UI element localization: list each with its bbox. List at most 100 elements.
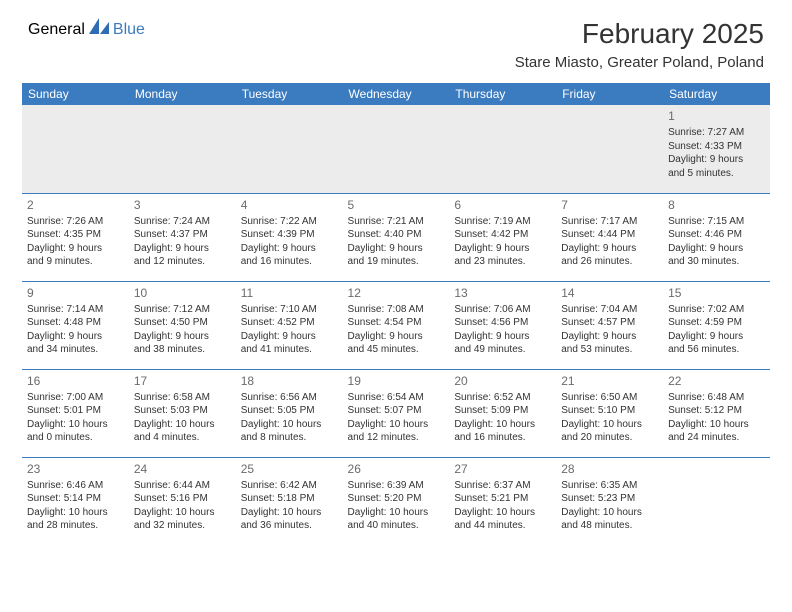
sunset-text: Sunset: 4:54 PM xyxy=(348,316,445,330)
sunrise-text: Sunrise: 7:17 AM xyxy=(561,215,658,229)
sunset-text: Sunset: 5:16 PM xyxy=(134,492,231,506)
day-number: 18 xyxy=(241,373,338,389)
daylight-text: Daylight: 10 hours xyxy=(134,506,231,520)
sunrise-text: Sunrise: 7:26 AM xyxy=(27,215,124,229)
day-number: 16 xyxy=(27,373,124,389)
daylight-text: and 16 minutes. xyxy=(241,255,338,269)
sunrise-text: Sunrise: 7:15 AM xyxy=(668,215,765,229)
brand-logo: General Blue xyxy=(28,18,145,41)
title-block: February 2025 Stare Miasto, Greater Pola… xyxy=(515,18,764,71)
sunrise-text: Sunrise: 7:08 AM xyxy=(348,303,445,317)
day-cell xyxy=(129,105,236,193)
daylight-text: and 38 minutes. xyxy=(134,343,231,357)
weekday-header: Monday xyxy=(129,83,236,105)
day-number: 22 xyxy=(668,373,765,389)
sunset-text: Sunset: 4:37 PM xyxy=(134,228,231,242)
sunrise-text: Sunrise: 7:22 AM xyxy=(241,215,338,229)
day-cell xyxy=(556,105,663,193)
sunset-text: Sunset: 5:14 PM xyxy=(27,492,124,506)
day-number: 3 xyxy=(134,197,231,213)
daylight-text: and 45 minutes. xyxy=(348,343,445,357)
daylight-text: Daylight: 9 hours xyxy=(348,330,445,344)
daylight-text: Daylight: 9 hours xyxy=(134,330,231,344)
sunrise-text: Sunrise: 6:44 AM xyxy=(134,479,231,493)
day-number: 15 xyxy=(668,285,765,301)
daylight-text: Daylight: 9 hours xyxy=(668,153,765,167)
daylight-text: and 56 minutes. xyxy=(668,343,765,357)
day-cell: 10Sunrise: 7:12 AMSunset: 4:50 PMDayligh… xyxy=(129,281,236,369)
daylight-text: and 9 minutes. xyxy=(27,255,124,269)
day-cell: 28Sunrise: 6:35 AMSunset: 5:23 PMDayligh… xyxy=(556,457,663,545)
sunrise-text: Sunrise: 6:52 AM xyxy=(454,391,551,405)
daylight-text: Daylight: 10 hours xyxy=(668,418,765,432)
daylight-text: Daylight: 9 hours xyxy=(454,330,551,344)
day-number: 7 xyxy=(561,197,658,213)
day-cell: 1Sunrise: 7:27 AMSunset: 4:33 PMDaylight… xyxy=(663,105,770,193)
day-number: 19 xyxy=(348,373,445,389)
daylight-text: Daylight: 10 hours xyxy=(241,506,338,520)
day-cell xyxy=(343,105,450,193)
weekday-header: Tuesday xyxy=(236,83,343,105)
sunset-text: Sunset: 4:40 PM xyxy=(348,228,445,242)
sunset-text: Sunset: 5:07 PM xyxy=(348,404,445,418)
daylight-text: Daylight: 9 hours xyxy=(668,330,765,344)
sunset-text: Sunset: 5:09 PM xyxy=(454,404,551,418)
daylight-text: Daylight: 9 hours xyxy=(241,242,338,256)
daylight-text: and 19 minutes. xyxy=(348,255,445,269)
day-number: 4 xyxy=(241,197,338,213)
sunrise-text: Sunrise: 6:46 AM xyxy=(27,479,124,493)
day-cell: 26Sunrise: 6:39 AMSunset: 5:20 PMDayligh… xyxy=(343,457,450,545)
sunset-text: Sunset: 5:18 PM xyxy=(241,492,338,506)
sunrise-text: Sunrise: 6:37 AM xyxy=(454,479,551,493)
day-cell: 3Sunrise: 7:24 AMSunset: 4:37 PMDaylight… xyxy=(129,193,236,281)
sunset-text: Sunset: 4:59 PM xyxy=(668,316,765,330)
sunrise-text: Sunrise: 6:50 AM xyxy=(561,391,658,405)
daylight-text: Daylight: 10 hours xyxy=(454,506,551,520)
sunrise-text: Sunrise: 7:00 AM xyxy=(27,391,124,405)
sunrise-text: Sunrise: 6:54 AM xyxy=(348,391,445,405)
weekday-header-row: Sunday Monday Tuesday Wednesday Thursday… xyxy=(22,83,770,105)
sunset-text: Sunset: 4:52 PM xyxy=(241,316,338,330)
daylight-text: and 12 minutes. xyxy=(134,255,231,269)
sunset-text: Sunset: 4:44 PM xyxy=(561,228,658,242)
sunset-text: Sunset: 5:01 PM xyxy=(27,404,124,418)
sunrise-text: Sunrise: 7:02 AM xyxy=(668,303,765,317)
day-cell: 11Sunrise: 7:10 AMSunset: 4:52 PMDayligh… xyxy=(236,281,343,369)
daylight-text: and 12 minutes. xyxy=(348,431,445,445)
day-number: 8 xyxy=(668,197,765,213)
day-cell xyxy=(663,457,770,545)
daylight-text: Daylight: 9 hours xyxy=(454,242,551,256)
day-cell: 19Sunrise: 6:54 AMSunset: 5:07 PMDayligh… xyxy=(343,369,450,457)
day-cell: 20Sunrise: 6:52 AMSunset: 5:09 PMDayligh… xyxy=(449,369,556,457)
week-row: 23Sunrise: 6:46 AMSunset: 5:14 PMDayligh… xyxy=(22,457,770,545)
sunrise-text: Sunrise: 7:14 AM xyxy=(27,303,124,317)
day-cell xyxy=(236,105,343,193)
weekday-header: Thursday xyxy=(449,83,556,105)
daylight-text: and 30 minutes. xyxy=(668,255,765,269)
weekday-header: Friday xyxy=(556,83,663,105)
sunset-text: Sunset: 5:23 PM xyxy=(561,492,658,506)
week-row: 1Sunrise: 7:27 AMSunset: 4:33 PMDaylight… xyxy=(22,105,770,193)
daylight-text: Daylight: 9 hours xyxy=(561,330,658,344)
day-cell: 24Sunrise: 6:44 AMSunset: 5:16 PMDayligh… xyxy=(129,457,236,545)
day-cell: 18Sunrise: 6:56 AMSunset: 5:05 PMDayligh… xyxy=(236,369,343,457)
location-subtitle: Stare Miasto, Greater Poland, Poland xyxy=(515,54,764,71)
sunrise-text: Sunrise: 6:48 AM xyxy=(668,391,765,405)
day-cell: 16Sunrise: 7:00 AMSunset: 5:01 PMDayligh… xyxy=(22,369,129,457)
sunrise-text: Sunrise: 7:12 AM xyxy=(134,303,231,317)
day-number: 9 xyxy=(27,285,124,301)
day-cell: 14Sunrise: 7:04 AMSunset: 4:57 PMDayligh… xyxy=(556,281,663,369)
sunset-text: Sunset: 4:56 PM xyxy=(454,316,551,330)
day-number: 26 xyxy=(348,461,445,477)
month-title: February 2025 xyxy=(515,18,764,50)
day-number: 10 xyxy=(134,285,231,301)
day-number: 12 xyxy=(348,285,445,301)
daylight-text: and 44 minutes. xyxy=(454,519,551,533)
day-number: 20 xyxy=(454,373,551,389)
day-cell: 4Sunrise: 7:22 AMSunset: 4:39 PMDaylight… xyxy=(236,193,343,281)
header: General Blue February 2025 Stare Miasto,… xyxy=(0,0,792,77)
daylight-text: and 36 minutes. xyxy=(241,519,338,533)
daylight-text: and 34 minutes. xyxy=(27,343,124,357)
day-cell: 17Sunrise: 6:58 AMSunset: 5:03 PMDayligh… xyxy=(129,369,236,457)
day-cell: 9Sunrise: 7:14 AMSunset: 4:48 PMDaylight… xyxy=(22,281,129,369)
